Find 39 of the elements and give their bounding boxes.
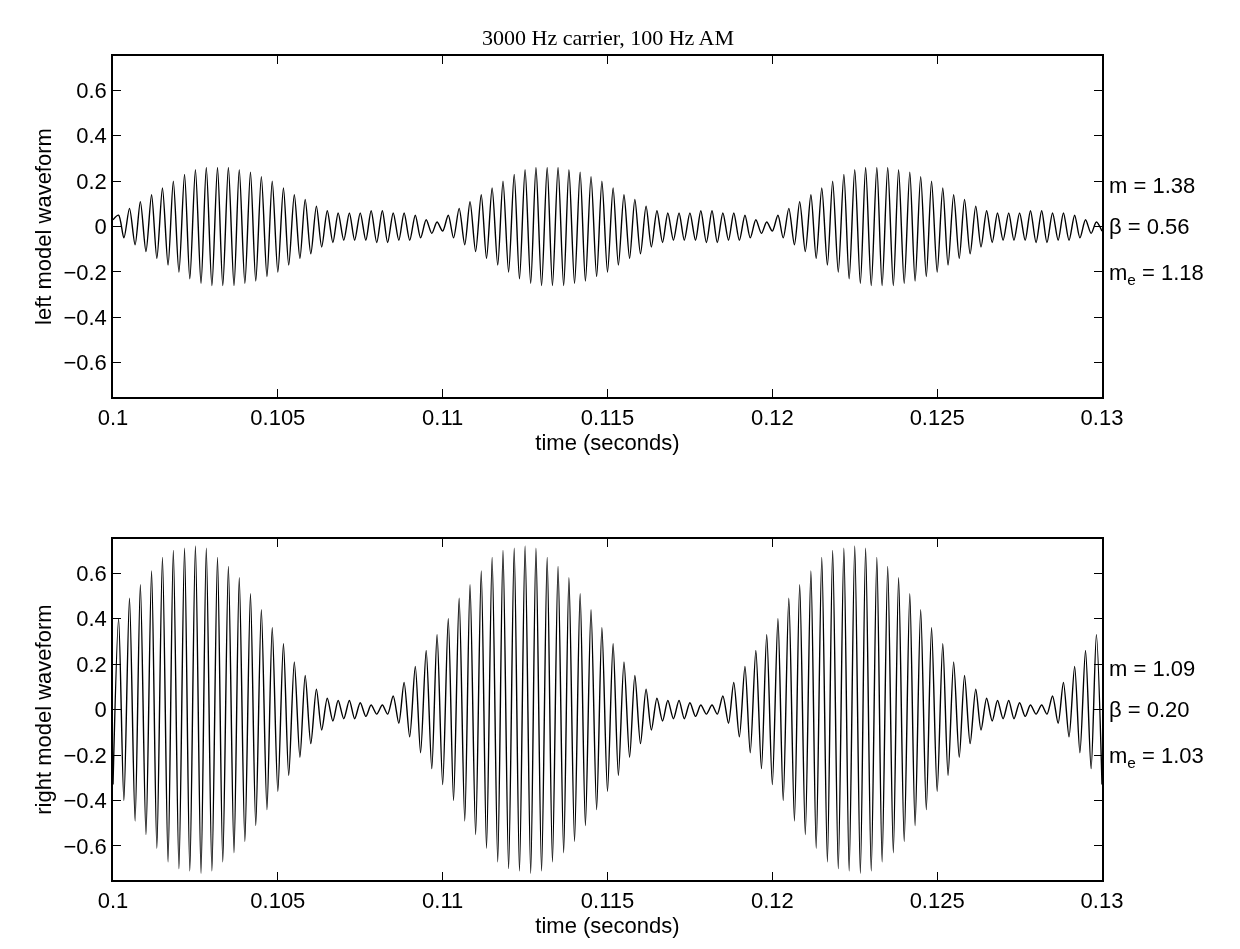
y-tick-label: −0.4 [63, 305, 107, 331]
text: β = 0.56 [1109, 214, 1190, 239]
text: m$_{e}$ = 1.03 [1109, 743, 1204, 771]
x-tick-label: 0.105 [250, 404, 306, 430]
text: β = 0.20 [1109, 697, 1190, 722]
x-tick-label: 0.1 [97, 404, 129, 430]
text: m$_{e}$ = 1.18 [1109, 260, 1204, 288]
y-tick-label: 0.6 [76, 78, 107, 104]
y-tick-label: 0 [94, 697, 107, 723]
y-tick-label: −0.2 [63, 742, 107, 768]
y-tick-label: 0.2 [76, 168, 107, 194]
x-tick-label: 0.105 [250, 888, 306, 914]
x-tick-label: 0.13 [1080, 404, 1124, 430]
x-tick-label: 0.1 [97, 888, 129, 914]
x-axis-title: time (seconds) [535, 429, 680, 455]
x-tick-label: 0.11 [422, 888, 464, 914]
x-tick-label: 0.12 [750, 888, 794, 914]
chart-title: 3000 Hz carrier, 100 Hz AM [482, 25, 735, 50]
y-tick-label: −0.4 [63, 788, 107, 814]
y-tick-label: −0.2 [63, 259, 107, 285]
y-tick-label: −0.6 [63, 833, 107, 859]
y-tick-label: 0.4 [76, 123, 107, 149]
x-axis-title: time (seconds) [535, 913, 680, 939]
x-tick-label: 0.13 [1080, 888, 1124, 914]
x-tick-label: 0.125 [909, 888, 965, 914]
y-axis-title: left model waveform [30, 128, 56, 325]
text: m = 1.38 [1109, 173, 1196, 198]
x-tick-label: 0.115 [580, 404, 635, 430]
x-tick-label: 0.12 [750, 404, 794, 430]
x-tick-label: 0.115 [580, 888, 635, 914]
text: m = 1.09 [1109, 656, 1196, 681]
y-tick-label: 0 [94, 214, 107, 240]
x-tick-label: 0.125 [909, 404, 965, 430]
y-tick-label: 0.6 [76, 560, 107, 586]
y-tick-label: −0.6 [63, 350, 107, 376]
y-tick-label: 0.2 [76, 651, 107, 677]
x-tick-label: 0.11 [422, 404, 464, 430]
y-axis-title: right model waveform [30, 604, 56, 815]
y-tick-label: 0.4 [76, 606, 107, 632]
